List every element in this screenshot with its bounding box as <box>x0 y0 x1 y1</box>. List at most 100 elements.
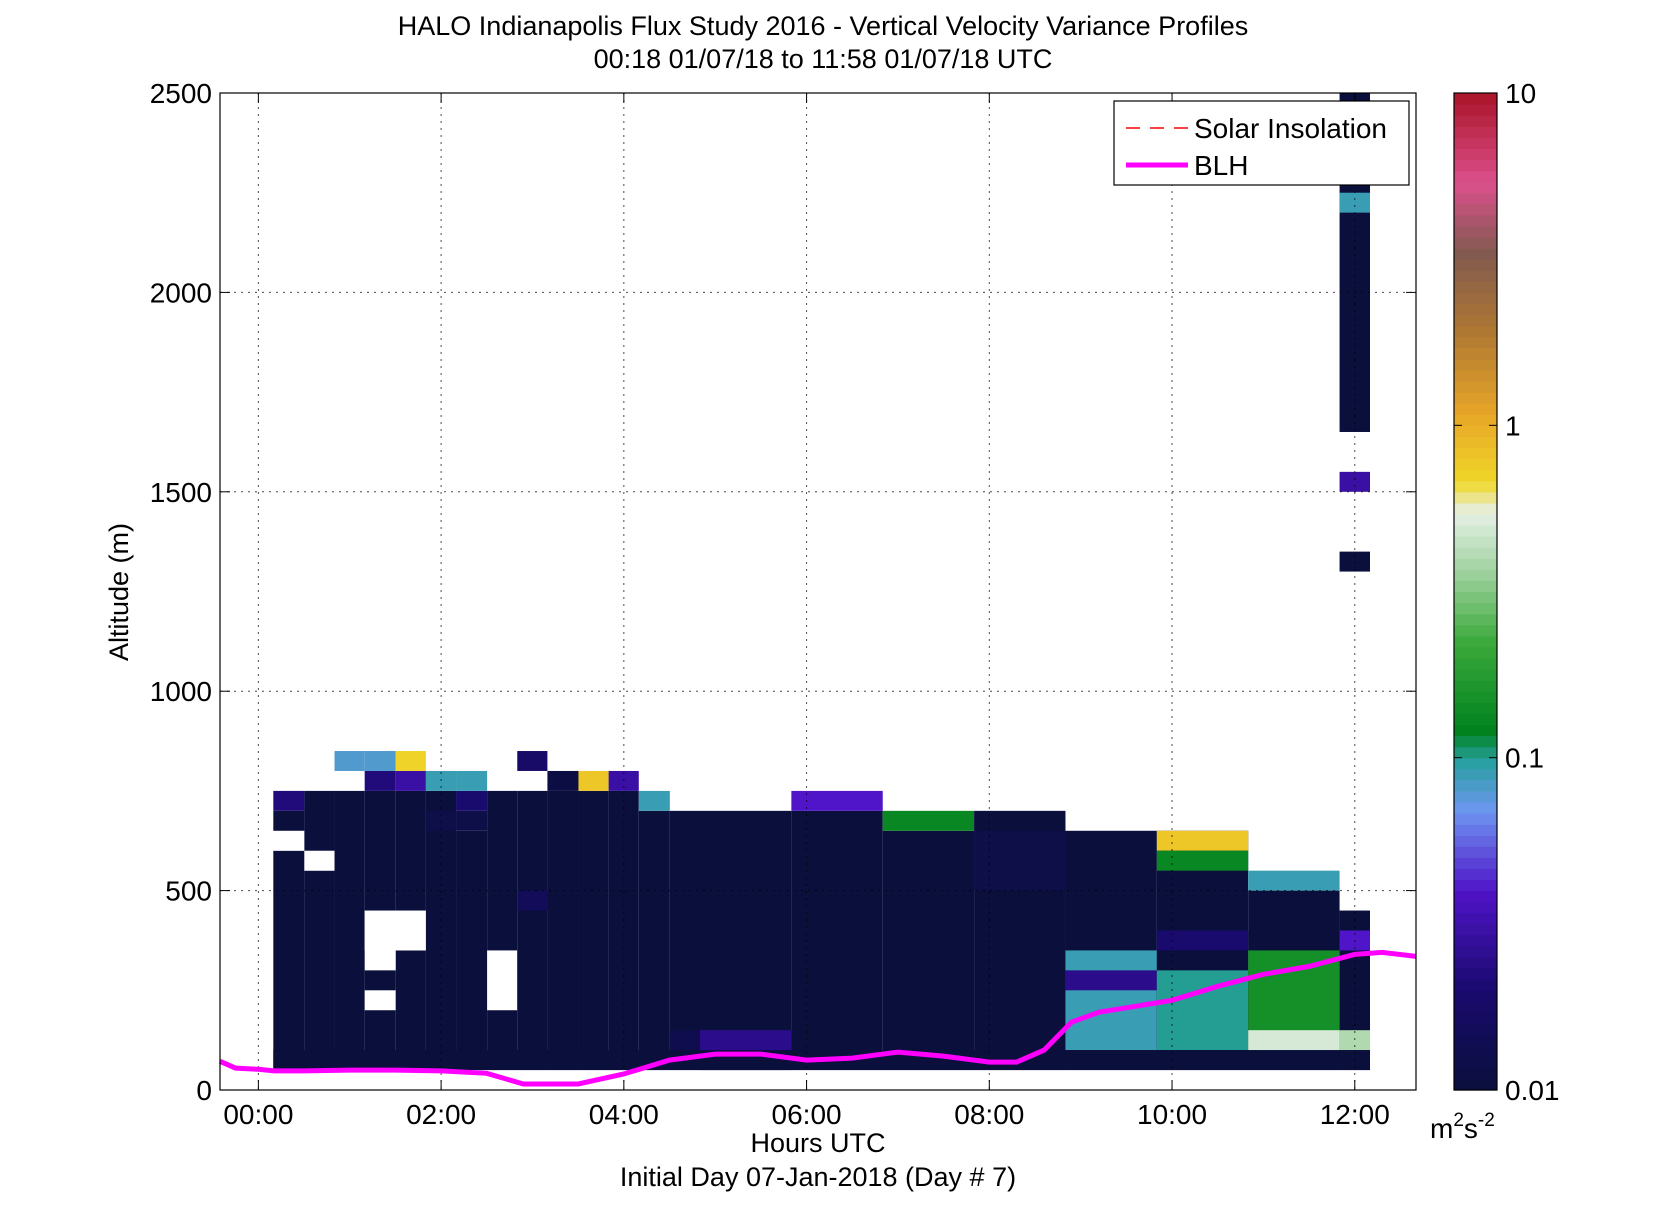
heatmap-cell <box>1339 192 1370 213</box>
colorbar-band <box>1454 879 1497 892</box>
colorbar-frame <box>1453 92 1498 1091</box>
colorbar-band <box>1454 369 1497 382</box>
chart-subtitle: 00:18 01/07/18 to 11:58 01/07/18 UTC <box>594 44 1053 74</box>
colorbar-band <box>1454 148 1497 161</box>
colorbar-band <box>1454 680 1497 692</box>
heatmap-cell <box>425 810 457 831</box>
heatmap-cell <box>334 751 365 771</box>
colorbar-band <box>1454 646 1497 659</box>
colorbar-band <box>1454 613 1497 626</box>
colorbar-band <box>1454 757 1497 770</box>
colorbar-band <box>1454 801 1497 814</box>
x-tick-label: 06:00 <box>772 1099 842 1130</box>
heatmap-cell <box>1156 930 1249 951</box>
colorbar-band <box>1454 547 1497 559</box>
heatmap-cell <box>517 751 548 771</box>
colorbar-band <box>1454 779 1497 792</box>
colorbar-band <box>1454 381 1497 393</box>
colorbar-band <box>1454 724 1497 737</box>
heatmap-cell <box>395 751 426 771</box>
legend-label-solar: Solar Insolation <box>1194 113 1387 144</box>
colorbar-band <box>1454 735 1497 748</box>
colorbar-tick-label: 0.01 <box>1505 1075 1560 1106</box>
colorbar-band <box>1454 214 1497 227</box>
colorbar-band <box>1454 281 1497 293</box>
y-tick-label: 1000 <box>150 676 212 707</box>
heatmap-cell <box>1156 830 1249 851</box>
colorbar-band <box>1454 569 1497 582</box>
heatmap-cell <box>364 790 396 911</box>
colorbar-band <box>1454 347 1497 360</box>
colorbar-tick-label: 10 <box>1505 78 1536 109</box>
heatmap-cell <box>791 790 883 811</box>
legend: Solar Insolation BLH <box>1113 100 1410 186</box>
colorbar-band <box>1454 868 1497 881</box>
heatmap-cell <box>638 810 670 1071</box>
y-axis-label: Altitude (m) <box>104 523 134 661</box>
colorbar-tick-label: 1 <box>1505 410 1521 441</box>
colorbar-band <box>1454 358 1497 371</box>
x-tick-label: 02:00 <box>406 1099 476 1130</box>
colorbar-band <box>1454 923 1497 936</box>
heatmap-cell <box>669 810 700 1071</box>
colorbar-band <box>1454 126 1497 138</box>
y-tick-label: 2000 <box>150 277 212 308</box>
heatmap-cell <box>517 890 548 911</box>
heatmap-cell <box>1156 850 1249 871</box>
colorbar-ticks: 0.01 0.1 1 10 <box>1454 78 1560 1106</box>
colorbar-band <box>1454 314 1497 327</box>
colorbar-band <box>1454 447 1497 460</box>
heatmap-cell <box>974 830 1066 891</box>
y-tick-label: 0 <box>196 1075 212 1106</box>
heatmap-cell <box>395 910 426 951</box>
heatmap-cell <box>456 810 488 831</box>
heatmap-cell <box>364 770 396 791</box>
colorbar-band <box>1454 824 1497 836</box>
x-axis-label: Hours UTC <box>750 1128 885 1158</box>
colorbar-band <box>1454 536 1497 548</box>
y-ticks: 0 500 1000 1500 2000 2500 <box>150 78 1416 1106</box>
heatmap-cell <box>395 770 426 791</box>
colorbar-band <box>1454 425 1497 438</box>
heatmap-cell <box>273 810 305 831</box>
colorbar-band <box>1454 1078 1497 1091</box>
colorbar-band <box>1454 813 1497 825</box>
heatmap-cell <box>1339 551 1370 572</box>
legend-box <box>1113 100 1410 186</box>
heatmap-cell <box>669 1030 700 1051</box>
colorbar-band <box>1454 957 1497 969</box>
colorbar-band <box>1454 890 1497 903</box>
colorbar-band <box>1454 203 1497 216</box>
heatmap-cell <box>578 770 609 791</box>
colorbar-band <box>1454 181 1497 194</box>
heatmap-cell <box>364 751 396 771</box>
colorbar-band <box>1454 525 1497 537</box>
colorbar: 0.01 0.1 1 10 m2s-2 <box>1430 78 1560 1144</box>
colorbar-band <box>1454 248 1497 260</box>
colorbar-band <box>1454 502 1497 515</box>
colorbar-band <box>1454 480 1497 493</box>
heatmap-cell <box>273 830 305 851</box>
heatmap-cell <box>608 790 639 1071</box>
chart-title: HALO Indianapolis Flux Study 2016 - Vert… <box>398 11 1248 41</box>
colorbar-band <box>1454 934 1497 947</box>
heatmap-cells <box>273 93 1370 1071</box>
heatmap-cell <box>1339 471 1370 492</box>
heatmap-cell <box>517 790 548 1071</box>
colorbar-band <box>1454 746 1497 759</box>
colorbar-band <box>1454 591 1497 604</box>
colorbar-band <box>1454 1045 1497 1058</box>
y-tick-label: 2500 <box>150 78 212 109</box>
colorbar-tick-label: 0.1 <box>1505 743 1544 774</box>
colorbar-band <box>1454 325 1497 338</box>
colorbar-band <box>1454 835 1497 847</box>
colorbar-band <box>1454 392 1497 404</box>
grid-lines <box>220 93 1416 1090</box>
heatmap-cell <box>547 790 579 1071</box>
colorbar-band <box>1454 336 1497 349</box>
colorbar-band <box>1454 846 1497 858</box>
heatmap-cell <box>304 850 335 871</box>
colorbar-unit: m2s-2 <box>1430 1110 1495 1144</box>
colorbar-band <box>1454 237 1497 249</box>
colorbar-band <box>1454 968 1497 980</box>
